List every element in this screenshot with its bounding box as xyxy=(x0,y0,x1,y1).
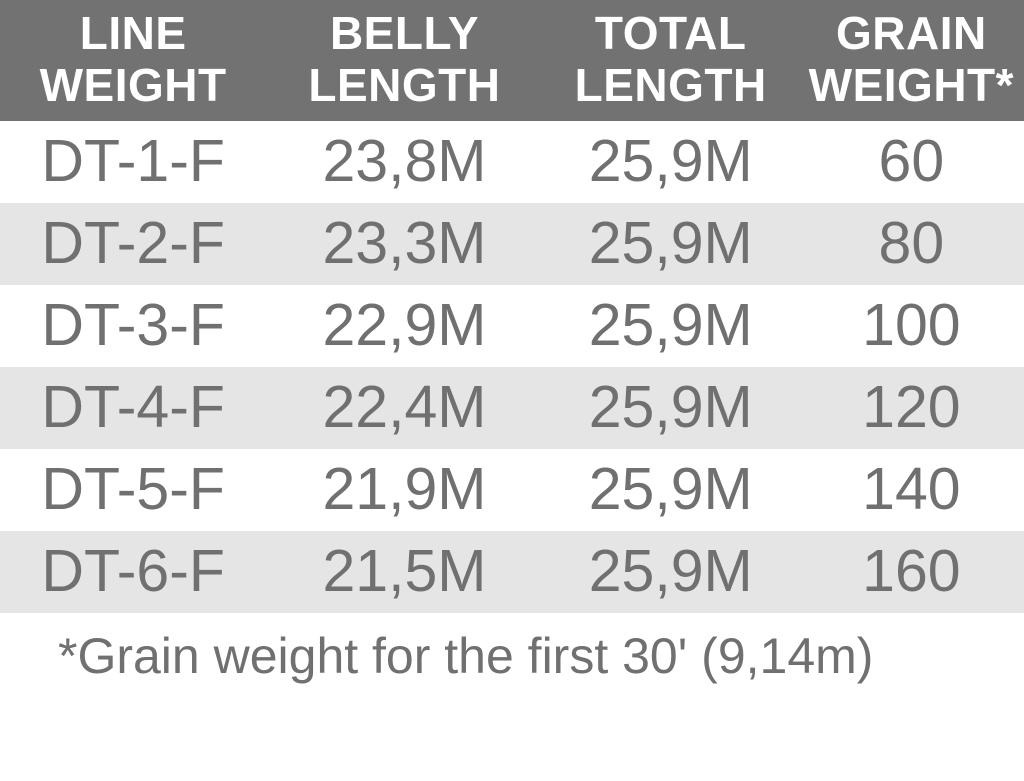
table-header-row: LINE WEIGHT BELLY LENGTH TOTAL LENGTH GR… xyxy=(0,0,1024,121)
cell-grain-weight: 160 xyxy=(799,531,1024,613)
cell-line-weight: DT-2-F xyxy=(0,203,266,285)
cell-belly-length: 21,9M xyxy=(266,449,542,531)
cell-line-weight: DT-4-F xyxy=(0,367,266,449)
table-row: DT-3-F 22,9M 25,9M 100 xyxy=(0,285,1024,367)
cell-belly-length: 21,5M xyxy=(266,531,542,613)
table-row: DT-6-F 21,5M 25,9M 160 xyxy=(0,531,1024,613)
cell-belly-length: 23,3M xyxy=(266,203,542,285)
cell-total-length: 25,9M xyxy=(543,367,799,449)
cell-total-length: 25,9M xyxy=(543,203,799,285)
header-line-weight: LINE WEIGHT xyxy=(0,0,266,121)
table-row: DT-2-F 23,3M 25,9M 80 xyxy=(0,203,1024,285)
cell-total-length: 25,9M xyxy=(543,531,799,613)
cell-line-weight: DT-1-F xyxy=(0,121,266,203)
cell-total-length: 25,9M xyxy=(543,121,799,203)
cell-total-length: 25,9M xyxy=(543,285,799,367)
cell-grain-weight: 100 xyxy=(799,285,1024,367)
spec-table: LINE WEIGHT BELLY LENGTH TOTAL LENGTH GR… xyxy=(0,0,1024,613)
cell-grain-weight: 120 xyxy=(799,367,1024,449)
cell-belly-length: 22,9M xyxy=(266,285,542,367)
cell-belly-length: 22,4M xyxy=(266,367,542,449)
table-body: DT-1-F 23,8M 25,9M 60 DT-2-F 23,3M 25,9M… xyxy=(0,121,1024,613)
cell-line-weight: DT-3-F xyxy=(0,285,266,367)
cell-line-weight: DT-6-F xyxy=(0,531,266,613)
cell-grain-weight: 140 xyxy=(799,449,1024,531)
header-grain-weight: GRAIN WEIGHT* xyxy=(799,0,1024,121)
header-total-length: TOTAL LENGTH xyxy=(543,0,799,121)
table-row: DT-4-F 22,4M 25,9M 120 xyxy=(0,367,1024,449)
table-row: DT-5-F 21,9M 25,9M 140 xyxy=(0,449,1024,531)
cell-total-length: 25,9M xyxy=(543,449,799,531)
cell-belly-length: 23,8M xyxy=(266,121,542,203)
table-row: DT-1-F 23,8M 25,9M 60 xyxy=(0,121,1024,203)
footnote-text: *Grain weight for the first 30' (9,14m) xyxy=(0,613,1024,685)
cell-grain-weight: 60 xyxy=(799,121,1024,203)
cell-grain-weight: 80 xyxy=(799,203,1024,285)
cell-line-weight: DT-5-F xyxy=(0,449,266,531)
header-belly-length: BELLY LENGTH xyxy=(266,0,542,121)
